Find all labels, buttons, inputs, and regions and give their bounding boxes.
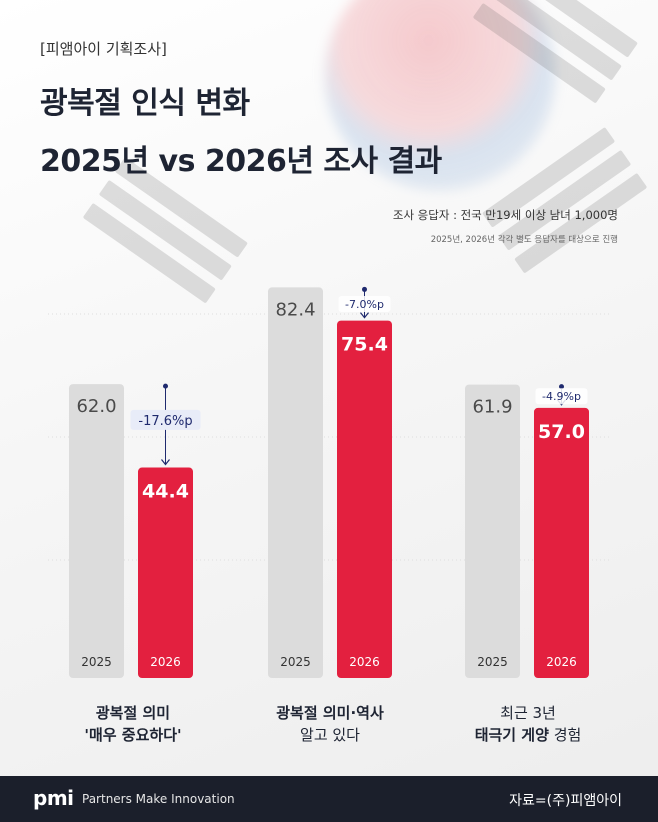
category-label-line2-bold: 태극기 게양	[474, 726, 549, 744]
category-label-line2: 알고 있다	[300, 726, 360, 744]
bar-2026	[337, 320, 392, 678]
respondents-info: 조사 응답자 : 전국 만19세 이상 남녀 1,000명	[392, 208, 618, 222]
series-label-2026: 2026	[349, 655, 380, 669]
value-label-2026: 44.4	[142, 481, 189, 503]
series-label-2026: 2026	[546, 655, 577, 669]
change-arrow-head	[161, 459, 170, 466]
page-title: 광복절 인식 변화	[40, 86, 250, 121]
source-credit: 자료=(주)피앰아이	[509, 793, 622, 809]
change-badge	[130, 409, 201, 430]
series-label-2025: 2025	[477, 655, 508, 669]
category-label-line1: 광복절 의미·역사	[276, 704, 384, 722]
change-label: -4.9%p	[542, 390, 581, 403]
category-label-knowledge: 광복절 의미·역사 알고 있다	[230, 702, 430, 746]
bar-2026	[534, 407, 589, 678]
category-label-importance: 광복절 의미 '매우 중요하다'	[38, 702, 228, 746]
category-label-line2: '매우 중요하다'	[84, 726, 182, 744]
category-label-flag: 최근 3년 태극기 게양 경험	[428, 702, 628, 746]
category-label-line1: 광복절 의미	[95, 704, 171, 722]
value-label-2025: 62.0	[76, 396, 116, 417]
category-label-line2-rest: 경험	[548, 726, 582, 744]
respondents-note: 2025년, 2026년 각각 별도 응답자를 대상으로 진행	[430, 235, 618, 245]
pmi-logo: pmi	[33, 786, 74, 810]
series-label-2025: 2025	[280, 655, 311, 669]
taegeuk-circle-decoration	[325, 0, 555, 190]
change-label: -17.6%p	[138, 414, 192, 429]
change-badge	[535, 388, 588, 405]
category-label-line1: 최근 3년	[500, 704, 556, 722]
change-arrow-head	[360, 312, 369, 319]
value-label-2026: 57.0	[538, 421, 585, 443]
change-badge	[338, 296, 391, 313]
page-subtitle: 2025년 vs 2026년 조사 결과	[40, 144, 442, 179]
series-label-2026: 2026	[150, 655, 181, 669]
value-label-2026: 75.4	[341, 334, 388, 356]
bar-2025	[268, 287, 323, 678]
bar-chart: 62.0 2025 44.4 2026 -17.6%p 82.4 2025 75.4 2026 -…	[48, 286, 612, 678]
bar-2026	[138, 467, 193, 678]
survey-tag: [피앰아이 기획조사]	[40, 40, 167, 58]
value-label-2025: 82.4	[275, 299, 315, 320]
bar-2025	[465, 384, 520, 678]
change-label: -7.0%p	[345, 298, 384, 311]
series-label-2025: 2025	[81, 655, 112, 669]
value-label-2025: 61.9	[472, 397, 512, 418]
bar-2025	[69, 384, 124, 678]
footer-tagline: Partners Make Innovation	[82, 792, 235, 806]
footer: pmi Partners Make Innovation 자료=(주)피앰아이	[0, 776, 658, 822]
